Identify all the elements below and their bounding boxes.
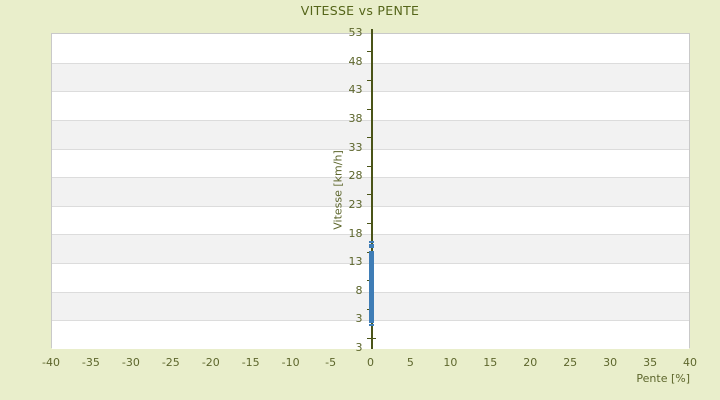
y-tick-label: 48 <box>348 54 363 68</box>
scatter-cluster <box>368 250 374 323</box>
x-tick-label: 5 <box>406 356 414 369</box>
y-tick-label: 33 <box>348 140 363 154</box>
scatter-point <box>368 243 374 246</box>
plot-area <box>51 29 690 349</box>
x-tick-label: 35 <box>643 356 658 369</box>
y-tick-label: 23 <box>348 197 363 211</box>
y-axis-tick <box>366 194 371 196</box>
x-tick-label: -35 <box>81 356 100 369</box>
y-tick-label: 18 <box>348 226 363 240</box>
x-tick-label: -40 <box>42 356 60 369</box>
y-axis-zero-tick <box>366 337 376 339</box>
y-tick-label: 3 <box>355 312 363 326</box>
y-tick-label: 53 <box>348 26 363 39</box>
y-tick-label: 13 <box>348 255 363 269</box>
chart-title: VITESSE vs PENTE <box>300 3 420 18</box>
y-tick-label: 28 <box>348 169 363 183</box>
y-tick-label: 38 <box>348 111 363 125</box>
y-axis-tick <box>366 79 371 81</box>
y-axis-tick <box>366 51 371 53</box>
scatter-point <box>368 240 374 243</box>
x-tick-label: -20 <box>201 356 220 369</box>
y-axis-line <box>370 29 373 349</box>
x-tick-label: 10 <box>443 356 458 369</box>
x-tick-label: -15 <box>241 356 260 369</box>
scatter-point <box>368 323 374 326</box>
x-tick-label: -25 <box>161 356 180 369</box>
y-axis-tick <box>366 137 371 139</box>
x-tick-label: 40 <box>683 356 697 369</box>
x-tick-label: 0 <box>367 356 374 369</box>
x-tick-label: -30 <box>121 356 140 369</box>
y-tick-label: 8 <box>355 283 363 297</box>
x-tick-label: -10 <box>281 356 300 369</box>
scatter-point <box>368 246 374 249</box>
y-tick-label: 43 <box>348 83 363 97</box>
x-tick-label: -5 <box>325 356 337 369</box>
x-tick-label: 20 <box>523 356 538 369</box>
y-axis-tick <box>366 108 371 110</box>
y-axis-tick <box>366 223 371 224</box>
y-axis-title: Vitesse [km/h] <box>331 150 345 230</box>
y-tick-label: 3 <box>355 341 363 354</box>
x-axis-title: Pente [%] <box>636 372 690 385</box>
x-tick-label: 15 <box>483 356 498 369</box>
y-axis-tick <box>366 165 371 167</box>
x-tick-label: 25 <box>563 356 578 369</box>
x-tick-label: 30 <box>603 356 618 369</box>
